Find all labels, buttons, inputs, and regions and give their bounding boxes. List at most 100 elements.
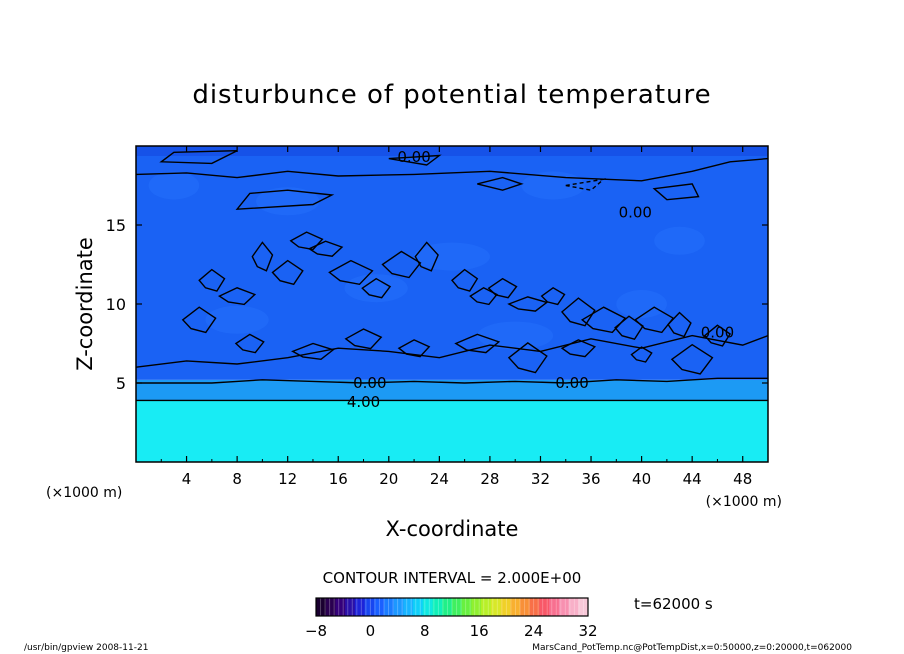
contour-cell (703, 324, 732, 347)
contour-blob (388, 154, 442, 166)
contour-cell (307, 240, 344, 257)
colorbar-tick-label: 16 (470, 622, 489, 640)
contour-interval: CONTOUR INTERVAL = 2.000E+00 (323, 569, 582, 587)
colorbar-tick-label: 24 (524, 622, 543, 640)
field-patch (344, 274, 408, 303)
colorbar-cell (432, 598, 443, 616)
footer-left: /usr/bin/gpview 2008-11-21 (24, 643, 148, 653)
contour-blob (235, 189, 335, 210)
contour-cell (414, 241, 439, 272)
contour-lines (136, 150, 768, 402)
chart-title: disturbunce of potential temperature (192, 80, 711, 110)
colorbar-cell (549, 598, 560, 616)
field-patch (205, 305, 269, 334)
x-tick-label: 16 (329, 470, 348, 488)
colorbar-cell (316, 598, 327, 616)
contour-0-upper (136, 157, 768, 182)
colorbar-cell (471, 598, 482, 616)
field-patch (477, 321, 554, 350)
y-tick-label: 15 (106, 216, 126, 235)
contour-cell (670, 343, 714, 375)
x-tick-label: 24 (430, 470, 449, 488)
contour-cell (198, 268, 226, 292)
colorbar-cell (539, 598, 550, 616)
y-axis-title: Z-coordinate (73, 237, 97, 371)
time-label: t=62000 s (634, 595, 713, 613)
x-tick-label: 4 (182, 470, 192, 488)
contour-cell (291, 342, 335, 361)
contour-cell (630, 346, 653, 363)
y-tick-label: 10 (106, 295, 126, 314)
x-axis-ticks: 4 8 12 16 20 24 28 32 36 40 44 48 (160, 146, 752, 488)
x-tick-label: 20 (379, 470, 398, 488)
field-patch (148, 171, 200, 200)
contour-cell (181, 306, 217, 334)
contour-label: 4.00 (347, 393, 380, 411)
y-tick-label: 5 (116, 374, 126, 393)
x-tick-label: 32 (531, 470, 550, 488)
x-unit-right: (×1000 m) (706, 494, 782, 510)
x-tick-label: 8 (232, 470, 242, 488)
colorbar-cell (384, 598, 395, 616)
y-axis-ticks: 5 10 15 (106, 216, 768, 393)
field-patch (256, 187, 320, 216)
colorbar-cell (413, 598, 424, 616)
x-axis-title: X-coordinate (386, 517, 519, 541)
field-patch (654, 226, 705, 255)
x-tick-label: 12 (278, 470, 297, 488)
colorbar-ticks: −8 0 8 16 24 32 (305, 622, 598, 640)
footer-right: MarsCand_PotTemp.nc@PotTempDist,x=0:5000… (532, 643, 852, 653)
colorbar-cell (374, 598, 385, 616)
colorbar-cell (520, 598, 531, 616)
contour-blob (477, 176, 524, 191)
colorbar-cell (558, 598, 570, 616)
colorbar-cells (316, 598, 589, 616)
contour-blob (652, 183, 700, 201)
x-tick-label: 40 (632, 470, 651, 488)
field-band-1 (136, 379, 768, 401)
colorbar-cell (393, 598, 404, 616)
colorbar: −8 0 8 16 24 32 (305, 597, 598, 640)
colorbar-cell (490, 598, 502, 616)
colorbar-cell (452, 598, 463, 616)
colorbar-cell (403, 598, 414, 616)
x-tick-label: 48 (733, 470, 752, 488)
contour-cell (469, 286, 498, 306)
contour-cell (271, 259, 304, 286)
contour-cell (381, 250, 422, 279)
colorbar-cell (568, 598, 579, 616)
x-tick-label: 44 (683, 470, 702, 488)
contour-cell (344, 328, 383, 350)
plot-area: 0.000.000.000.00 0.004.00 4 8 12 16 20 24 28 32 3… (106, 145, 769, 488)
field-shading (136, 146, 768, 462)
contour-cell (507, 296, 549, 312)
colorbar-tick-label: 0 (366, 622, 376, 640)
contour-cell (397, 339, 431, 358)
field-patch (414, 242, 490, 271)
colorbar-tick-label: −8 (305, 622, 327, 640)
colorbar-tick-label: 32 (578, 622, 597, 640)
colorbar-cell (461, 598, 472, 616)
field-patch (521, 171, 585, 200)
contour-label: 0.00 (353, 374, 386, 392)
contour-cell (540, 286, 566, 306)
colorbar-cell (578, 598, 589, 616)
contour-0-lower (136, 377, 768, 384)
contour-cell (487, 277, 518, 299)
colorbar-tick-label: 8 (420, 622, 430, 640)
x-tick-label: 28 (480, 470, 499, 488)
x-unit-left: (×1000 m) (46, 485, 122, 501)
contour-cell (454, 333, 501, 354)
colorbar-cell (510, 598, 521, 616)
contour-cell (234, 333, 265, 354)
contour-0-mid (136, 334, 768, 368)
colorbar-cell (422, 598, 434, 616)
contour-label: 0.00 (619, 203, 652, 221)
colorbar-cell (481, 598, 492, 616)
contour-cell (614, 315, 644, 341)
contour-cell (667, 311, 692, 338)
colorbar-frame (315, 597, 589, 617)
colorbar-cell (529, 598, 540, 616)
contour-label: 0.00 (397, 148, 430, 166)
contour-label: 0.00 (555, 374, 588, 392)
